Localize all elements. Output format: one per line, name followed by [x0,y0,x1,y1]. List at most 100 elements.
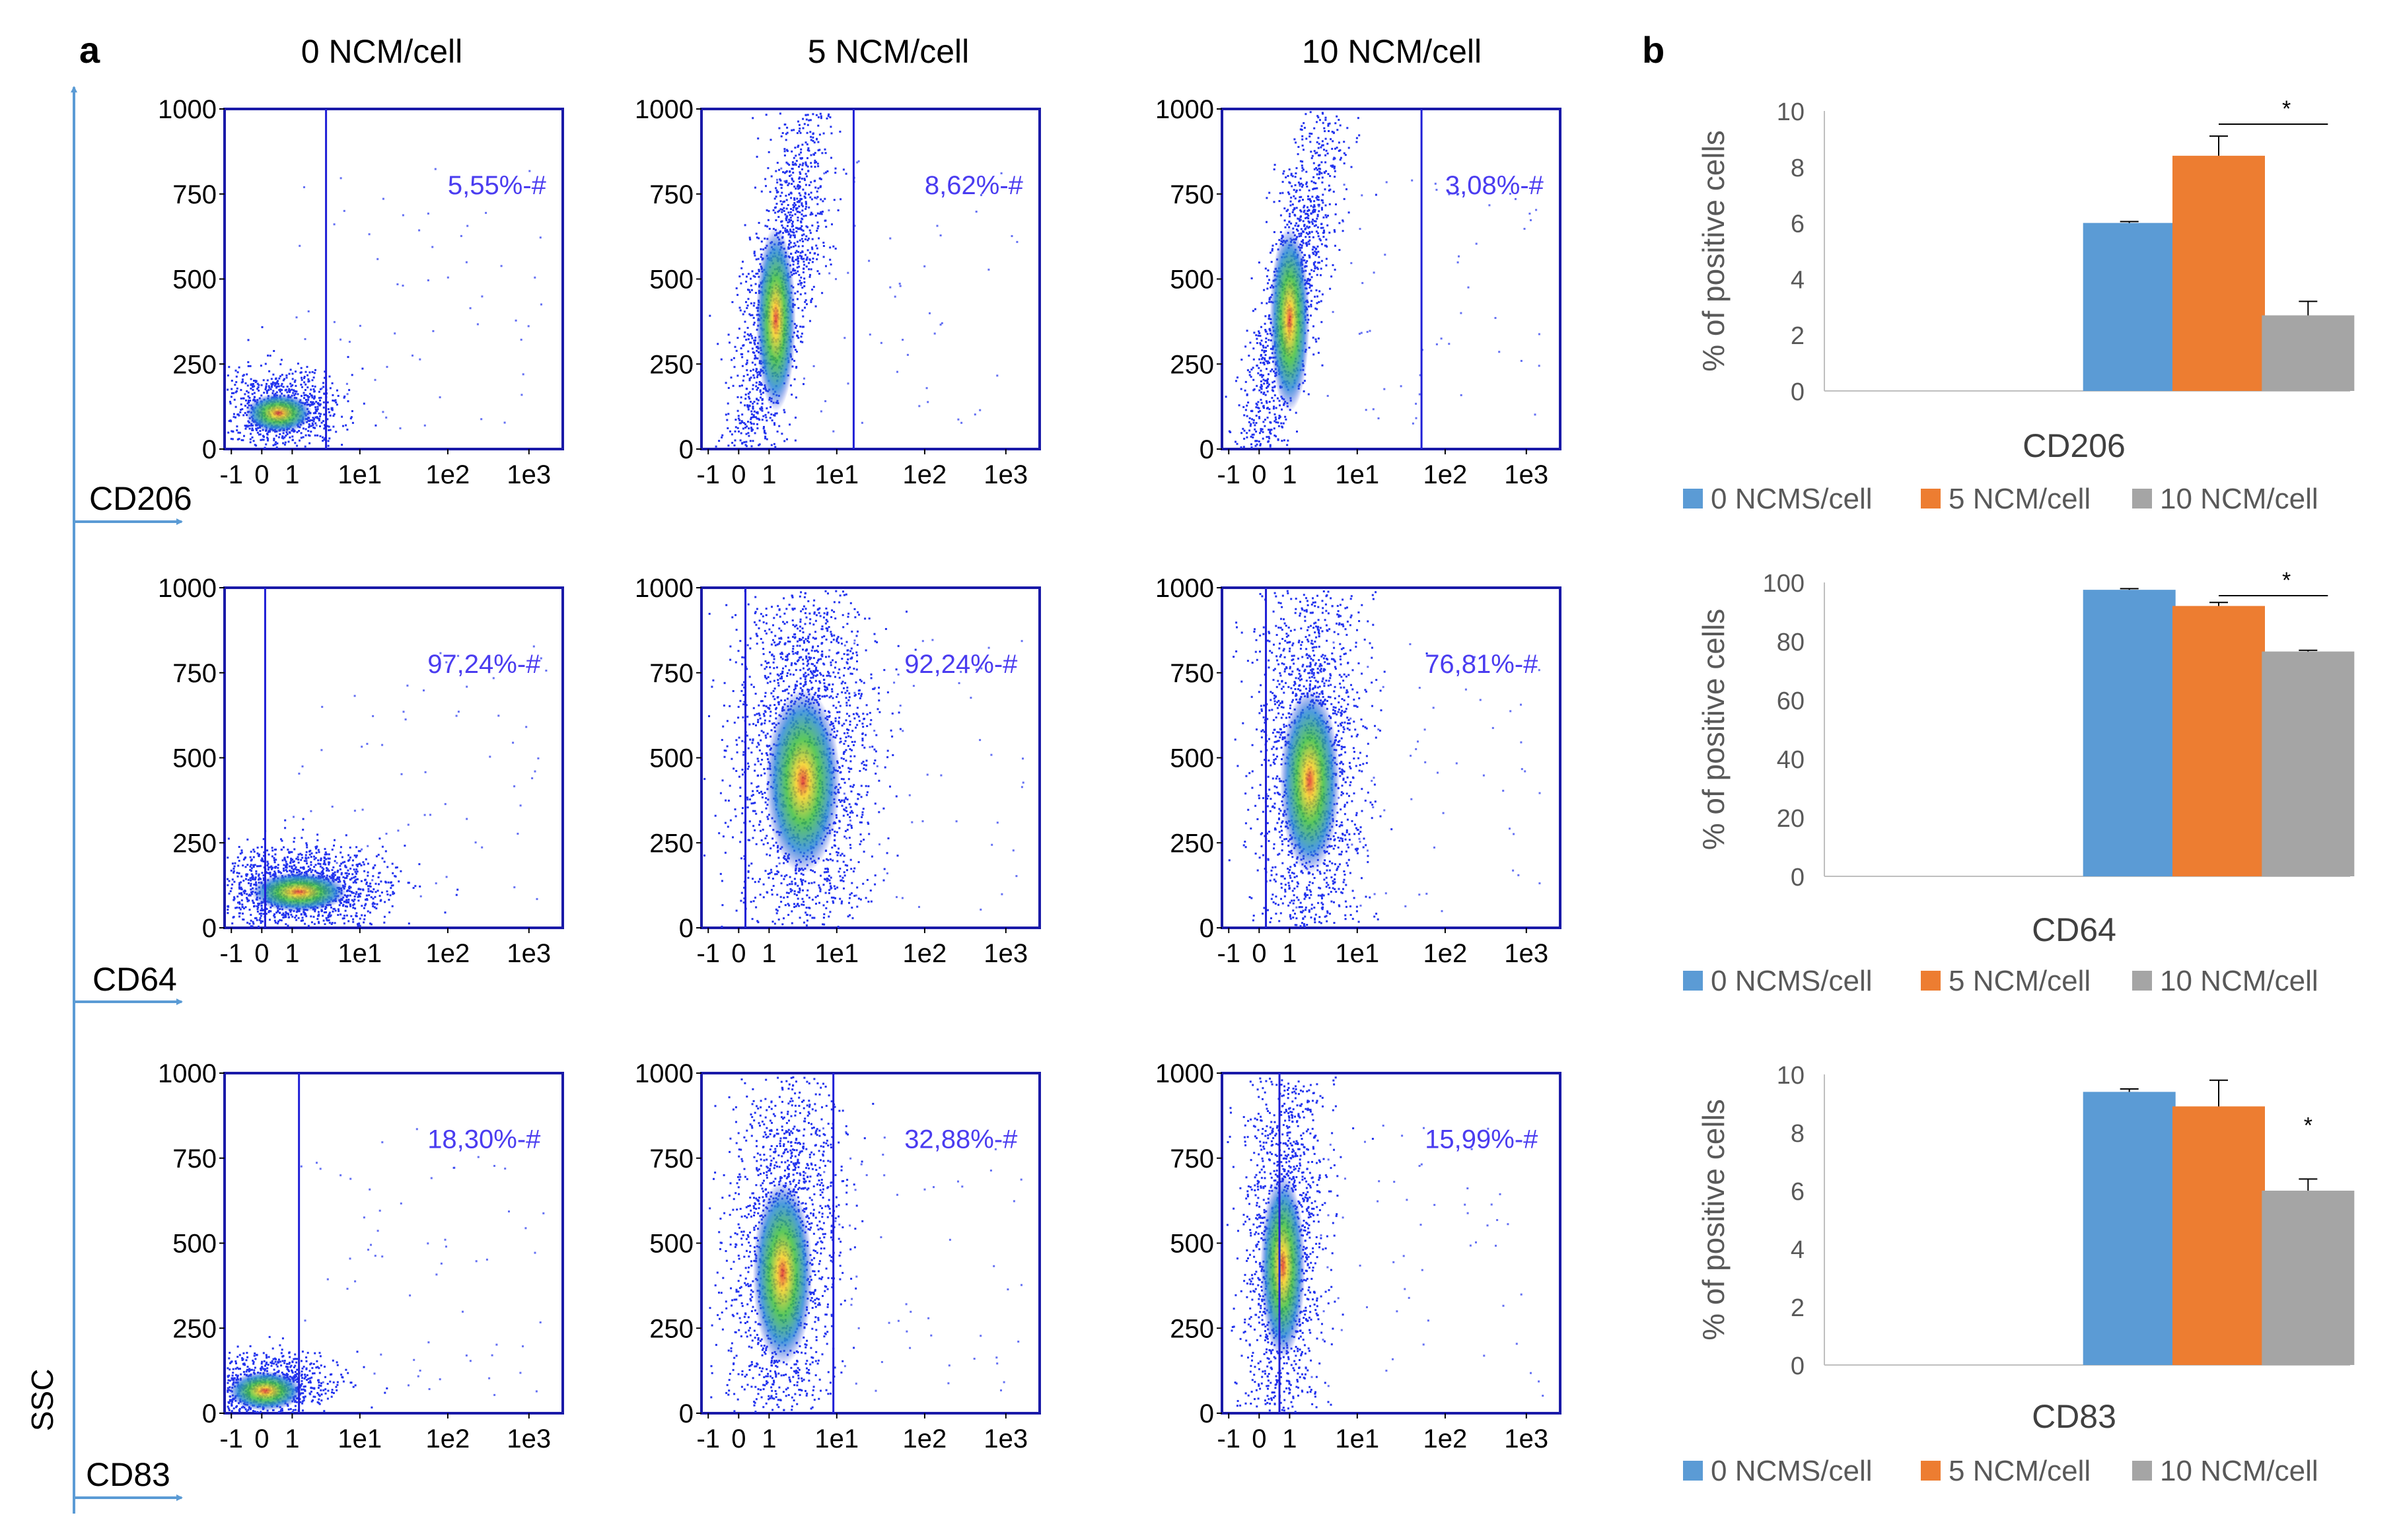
scatter-dot [1299,196,1301,199]
scatter-dot [274,921,277,924]
scatter-dot [1334,176,1336,178]
scatter-dot [268,911,270,913]
scatter-dot [786,438,788,440]
scatter-dot [739,439,742,442]
scatter-dot [790,219,793,221]
scatter-dot [1254,428,1256,431]
scatter-dot [1334,268,1336,271]
scatter-dot [760,406,763,409]
scatter-dot [355,915,358,917]
scatter-dot [1252,310,1254,312]
scatter-dot [347,898,350,901]
scatter-dot [312,376,315,379]
scatter-dot [727,413,730,415]
scatter-dot [357,888,360,890]
scatter-dot [1316,213,1319,216]
scatter-dot [1258,417,1261,419]
scatter-dot [1260,302,1263,304]
scatter-dot [758,373,761,376]
scatter-dot [373,888,375,891]
outlier-dot [1515,197,1517,200]
scatter-dot [1300,234,1303,237]
scatter-dot [306,386,309,389]
scatter-dot [227,374,229,377]
scatter-dot [796,334,799,337]
scatter-dot [335,401,338,403]
scatter-dot [238,431,241,434]
outlier-dot [869,333,871,336]
scatter-dot [1314,152,1317,155]
scatter-dot [333,907,336,910]
scatter-dot [373,903,376,905]
scatter-dot [1312,162,1315,164]
scatter-dot [810,299,812,302]
scatter-dot [743,441,746,444]
scatter-dot [351,410,353,413]
scatter-dot [1308,221,1310,224]
scatter-dot [1248,429,1251,432]
scatter-dot [798,166,800,168]
scatter-dot [357,923,360,925]
scatter-dot [814,161,816,164]
scatter-dot [231,438,234,440]
scatter-dot [303,397,305,400]
scatter-dot [763,429,766,432]
scatter-dot [260,846,263,849]
scatter-dot [756,402,759,405]
scatter-dot [1317,203,1320,206]
scatter-dot [809,320,811,322]
scatter-dot [1266,407,1268,409]
scatter-dot [388,911,391,914]
scatter-dot [277,382,279,385]
scatter-dot [742,344,745,347]
scatter-dot [273,919,276,922]
scatter-dot [715,445,717,448]
scatter-dot [1272,400,1275,402]
scatter-dot [1301,186,1303,188]
scatter-dot [744,423,746,426]
ssc-label: SSC [25,1369,59,1432]
scatter-dot [805,172,807,175]
scatter-dot [308,403,311,406]
scatter-dot [1310,133,1313,135]
scatter-dot [343,915,345,917]
scatter-dot [736,374,739,377]
outlier-dot [481,295,484,298]
scatter-dot [230,869,233,872]
scatter-dot [376,890,379,892]
scatter-dot [1256,342,1258,344]
scatter-dot [1312,325,1314,328]
scatter-dot [793,359,796,362]
scatter-dot [297,868,300,871]
scatter-dot [804,306,806,309]
scatter-dot [275,446,278,449]
scatter-dot [306,870,309,872]
scatter-dot [328,913,330,915]
scatter-dot [776,162,779,164]
outlier-dot [936,225,939,227]
outlier-dot [345,382,348,385]
scatter-dot [746,369,748,372]
scatter-dot [725,382,727,384]
scatter-dot [746,374,749,376]
scatter-dot [796,240,799,243]
x-tick-label: 1e3 [984,460,1028,489]
scatter-dot [285,374,288,376]
scatter-dot [275,377,277,380]
scatter-dot [316,434,319,437]
scatter-dot [1309,141,1312,143]
scatter-dot [1299,189,1301,192]
scatter-dot [314,408,317,411]
scatter-dot [262,909,265,911]
scatter-dot [754,432,756,435]
scatter-dot [355,855,358,857]
scatter-dot [1248,421,1250,423]
scatter-dot [1322,193,1324,196]
scatter-dot [1313,127,1316,129]
scatter-dot [319,388,322,390]
scatter-dot [1287,191,1289,193]
scatter-dot [731,301,734,303]
scatter-dot [1268,298,1271,301]
scatter-dot [1266,381,1269,384]
scatter-dot [765,185,767,188]
